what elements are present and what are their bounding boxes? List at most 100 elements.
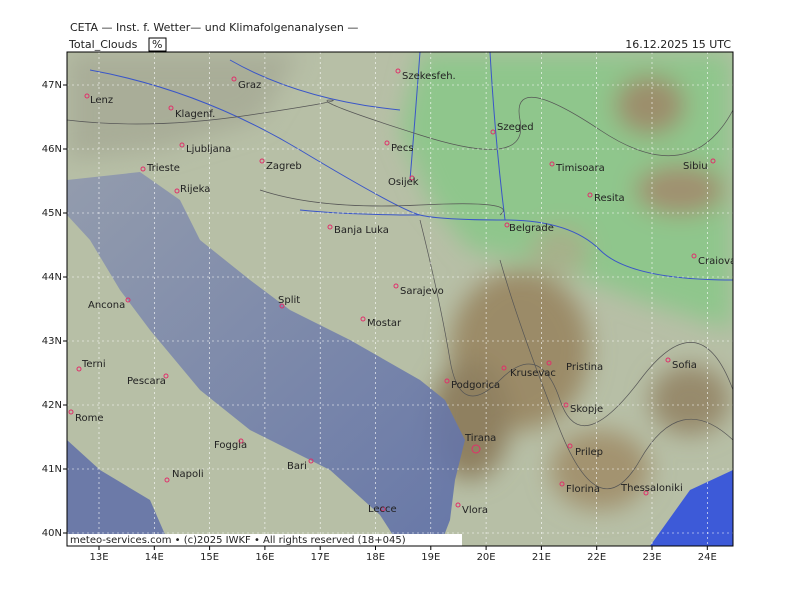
lon-label: 18E xyxy=(366,552,385,563)
lat-label: 44N xyxy=(42,272,62,283)
city-marker xyxy=(395,68,401,74)
city-marker xyxy=(308,458,314,464)
city-marker xyxy=(393,283,399,289)
city-marker xyxy=(567,443,573,449)
city-marker xyxy=(471,444,481,454)
city-label: Podgorica xyxy=(451,380,500,391)
city-marker xyxy=(238,438,244,444)
city-marker xyxy=(360,316,366,322)
city-marker xyxy=(279,303,285,309)
lon-label: 17E xyxy=(311,552,330,563)
city-label: Pristina xyxy=(566,362,603,373)
city-marker xyxy=(174,188,180,194)
map-area: Lenz Graz Szekesfeh. Klagenf. Szeged Ljubljan… xyxy=(67,52,736,546)
city-label: Terni xyxy=(81,359,106,370)
city-marker xyxy=(327,224,333,230)
city-label: Trieste xyxy=(146,163,180,174)
city-label: Lecce xyxy=(368,504,397,515)
city-label: Florina xyxy=(566,484,600,495)
lon-label: 19E xyxy=(421,552,440,563)
city-label: Foggia xyxy=(214,440,247,451)
lon-label: 21E xyxy=(532,552,551,563)
lat-label: 42N xyxy=(42,400,62,411)
city-marker xyxy=(665,357,671,363)
city-marker xyxy=(455,502,461,508)
city-label: Pecs xyxy=(391,143,414,154)
city-label: Split xyxy=(278,295,300,306)
city-label: Szekesfeh. xyxy=(402,71,456,82)
unit: % xyxy=(152,38,162,51)
city-marker xyxy=(84,93,90,99)
city-marker xyxy=(179,142,185,148)
city-label: Rome xyxy=(75,413,104,424)
city-label: Ljubljana xyxy=(186,144,231,155)
city-label: Vlora xyxy=(462,505,488,516)
lon-label: 15E xyxy=(200,552,219,563)
city-marker xyxy=(125,297,131,303)
city-marker xyxy=(140,166,146,172)
lat-label: 47N xyxy=(42,80,62,91)
lon-label: 24E xyxy=(698,552,717,563)
institute: CETA — Inst. f. Wetter— und Klimafolgena… xyxy=(70,21,358,34)
lon-label: 20E xyxy=(477,552,496,563)
city-label: Napoli xyxy=(172,469,204,480)
lon-label: 14E xyxy=(145,552,164,563)
city-label: Craiova xyxy=(698,256,736,267)
lat-label: 46N xyxy=(42,144,62,155)
map-frame xyxy=(66,51,734,547)
city-marker xyxy=(163,373,169,379)
credit: meteo-services.com • (c)2025 IWKF • All … xyxy=(70,535,406,546)
city-marker xyxy=(546,360,552,366)
city-marker xyxy=(490,129,496,135)
city-label: Prilep xyxy=(575,447,603,458)
city-label: Lenz xyxy=(90,95,113,106)
city-marker xyxy=(444,378,450,384)
lon-label: 13E xyxy=(89,552,108,563)
city-label: Pescara xyxy=(127,376,166,387)
city-label: Sarajevo xyxy=(400,286,444,297)
city-marker xyxy=(643,490,649,496)
city-label: Bari xyxy=(287,461,307,472)
city-marker xyxy=(76,366,82,372)
city-marker xyxy=(710,158,716,164)
city-marker xyxy=(384,140,390,146)
city-label: Timisoara xyxy=(555,163,605,174)
lat-label: 40N xyxy=(42,528,62,539)
city-marker xyxy=(501,365,507,371)
city-marker xyxy=(168,105,174,111)
lat-label: 43N xyxy=(42,336,62,347)
city-label: Mostar xyxy=(367,318,402,329)
unit-box xyxy=(148,37,167,52)
lon-label: 23E xyxy=(642,552,661,563)
valid-time: 16.12.2025 15 UTC xyxy=(625,38,731,51)
city-label: Krusevac xyxy=(510,368,556,379)
city-label: Sofia xyxy=(672,360,697,371)
city-marker xyxy=(409,175,415,181)
city-label: Osijek xyxy=(388,177,419,188)
parameter: Total_Clouds xyxy=(68,38,138,51)
lat-label: 41N xyxy=(42,464,62,475)
city-marker xyxy=(504,222,510,228)
city-label: Skopje xyxy=(570,404,603,415)
city-marker xyxy=(259,158,265,164)
lon-label: 16E xyxy=(255,552,274,563)
city-marker xyxy=(691,253,697,259)
city-marker xyxy=(559,481,565,487)
city-label: Thessaloniki xyxy=(620,483,683,494)
city-label: Sibiu xyxy=(683,161,708,172)
city-marker xyxy=(164,477,170,483)
city-marker xyxy=(68,409,74,415)
city-marker xyxy=(563,402,569,408)
city-label: Graz xyxy=(238,80,261,91)
city-label: Klagenf. xyxy=(175,109,215,120)
city-marker xyxy=(231,76,237,82)
city-label: Rijeka xyxy=(180,184,210,195)
lon-label: 22E xyxy=(587,552,606,563)
city-label: Szeged xyxy=(497,122,534,133)
credit-bg xyxy=(67,534,462,546)
city-marker xyxy=(587,192,593,198)
city-marker xyxy=(549,161,555,167)
city-label: Resita xyxy=(594,193,625,204)
city-label: Zagreb xyxy=(266,161,302,172)
